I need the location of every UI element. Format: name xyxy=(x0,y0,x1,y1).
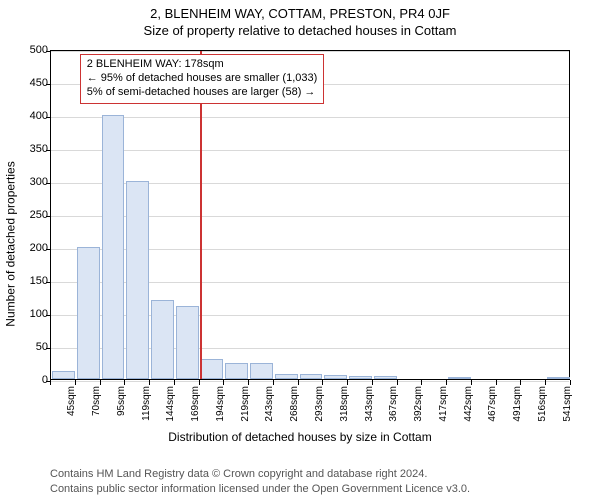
callout-box: 2 BLENHEIM WAY: 178sqm← 95% of detached … xyxy=(80,54,325,103)
gridline xyxy=(51,117,569,118)
histogram-bar xyxy=(151,300,174,379)
x-tick-label: 516sqm xyxy=(537,386,548,422)
x-tickmark xyxy=(372,380,373,385)
y-tick-label: 350 xyxy=(8,143,48,155)
x-tickmark xyxy=(545,380,546,385)
x-tick-label: 343sqm xyxy=(364,386,375,422)
x-tickmark xyxy=(100,380,101,385)
x-tickmark xyxy=(421,380,422,385)
x-tickmark xyxy=(273,380,274,385)
x-tickmark xyxy=(149,380,150,385)
histogram-bar xyxy=(448,377,471,379)
x-tick-label: 144sqm xyxy=(165,386,176,422)
histogram-bar xyxy=(300,374,323,379)
y-tick-label: 50 xyxy=(8,341,48,353)
x-axis-label: Distribution of detached houses by size … xyxy=(0,430,600,444)
chart-subtitle: Size of property relative to detached ho… xyxy=(0,21,600,38)
x-tick-label: 45sqm xyxy=(66,386,77,416)
x-tick-label: 392sqm xyxy=(413,386,424,422)
x-tick-label: 95sqm xyxy=(116,386,127,416)
x-tick-label: 169sqm xyxy=(190,386,201,422)
x-tick-label: 467sqm xyxy=(487,386,498,422)
callout-line: ← 95% of detached houses are smaller (1,… xyxy=(87,72,318,86)
plot-area: 2 BLENHEIM WAY: 178sqm← 95% of detached … xyxy=(50,50,570,380)
page-title: 2, BLENHEIM WAY, COTTAM, PRESTON, PR4 0J… xyxy=(0,0,600,21)
y-tick-label: 200 xyxy=(8,242,48,254)
histogram-bar xyxy=(77,247,100,379)
x-tick-label: 119sqm xyxy=(141,386,152,421)
x-tickmark xyxy=(75,380,76,385)
callout-line: 2 BLENHEIM WAY: 178sqm xyxy=(87,58,318,72)
gridline xyxy=(51,150,569,151)
x-tick-label: 268sqm xyxy=(289,386,300,422)
x-tickmark xyxy=(199,380,200,385)
histogram-bar xyxy=(225,363,248,380)
y-tick-label: 150 xyxy=(8,275,48,287)
x-tick-label: 442sqm xyxy=(463,386,474,422)
histogram-bar xyxy=(324,375,347,379)
y-tick-label: 400 xyxy=(8,110,48,122)
histogram-bar xyxy=(349,376,372,379)
y-tick-label: 450 xyxy=(8,77,48,89)
histogram-bar xyxy=(547,377,570,379)
x-tickmarks xyxy=(50,380,570,385)
x-tick-label: 219sqm xyxy=(240,386,251,422)
callout-line: 5% of semi-detached houses are larger (5… xyxy=(87,86,318,100)
histogram-bar xyxy=(250,363,273,380)
y-tick-label: 500 xyxy=(8,44,48,56)
histogram-bar xyxy=(176,306,199,379)
x-tick-label: 194sqm xyxy=(215,386,226,422)
histogram-bar xyxy=(52,371,75,379)
x-tick-label: 293sqm xyxy=(314,386,325,422)
histogram-bar xyxy=(102,115,125,379)
x-tick-label: 417sqm xyxy=(438,386,449,422)
x-tickmark xyxy=(248,380,249,385)
x-tick-label: 318sqm xyxy=(339,386,350,422)
gridline xyxy=(51,51,569,52)
chart-container: Number of detached properties 2 BLENHEIM… xyxy=(0,44,600,444)
x-tick-label: 243sqm xyxy=(264,386,275,422)
histogram-bar xyxy=(126,181,149,379)
histogram-bar xyxy=(201,359,224,379)
footer-attribution: Contains HM Land Registry data © Crown c… xyxy=(50,467,470,496)
x-tickmark xyxy=(322,380,323,385)
x-tickmark xyxy=(520,380,521,385)
x-tickmark xyxy=(446,380,447,385)
x-tickmark xyxy=(471,380,472,385)
y-tick-label: 0 xyxy=(8,374,48,386)
x-tickmark xyxy=(223,380,224,385)
x-tickmark xyxy=(496,380,497,385)
x-tick-label: 491sqm xyxy=(512,386,523,422)
x-tickmark xyxy=(347,380,348,385)
histogram-bar xyxy=(374,376,397,379)
footer-line-1: Contains HM Land Registry data © Crown c… xyxy=(50,467,470,481)
footer-line-2: Contains public sector information licen… xyxy=(50,482,470,496)
x-tickmark xyxy=(298,380,299,385)
y-tick-label: 250 xyxy=(8,209,48,221)
x-tickmark xyxy=(50,380,51,385)
x-tick-label: 70sqm xyxy=(91,386,102,416)
x-tick-label: 541sqm xyxy=(562,386,573,422)
y-tick-label: 300 xyxy=(8,176,48,188)
y-tick-label: 100 xyxy=(8,308,48,320)
x-tickmark xyxy=(124,380,125,385)
x-tick-label: 367sqm xyxy=(388,386,399,422)
x-tickmark xyxy=(570,380,571,385)
x-tickmark xyxy=(397,380,398,385)
histogram-bar xyxy=(275,374,298,379)
x-tickmark xyxy=(174,380,175,385)
